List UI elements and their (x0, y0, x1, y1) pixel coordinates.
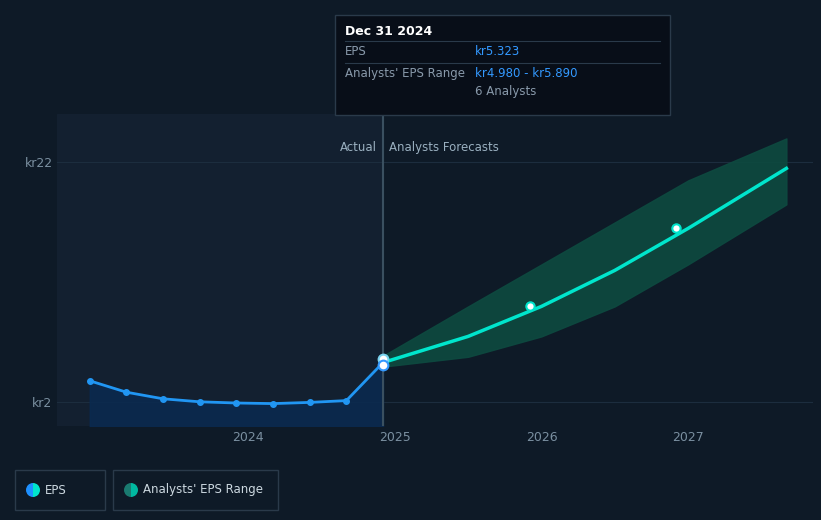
Text: Analysts' EPS Range: Analysts' EPS Range (345, 67, 465, 80)
Wedge shape (131, 483, 138, 497)
Wedge shape (124, 483, 131, 497)
Wedge shape (26, 483, 33, 497)
Wedge shape (33, 483, 40, 497)
Text: 6 Analysts: 6 Analysts (475, 85, 536, 98)
Text: EPS: EPS (45, 484, 67, 497)
FancyBboxPatch shape (335, 15, 670, 115)
Text: Dec 31 2024: Dec 31 2024 (345, 25, 432, 38)
Text: kr4.980 - kr5.890: kr4.980 - kr5.890 (475, 67, 577, 80)
FancyBboxPatch shape (15, 470, 105, 510)
Text: Actual: Actual (340, 141, 377, 154)
Text: Analysts' EPS Range: Analysts' EPS Range (143, 484, 263, 497)
Text: EPS: EPS (345, 45, 367, 58)
Text: Analysts Forecasts: Analysts Forecasts (389, 141, 499, 154)
Bar (57, 114, 383, 426)
FancyBboxPatch shape (113, 470, 278, 510)
Text: kr5.323: kr5.323 (475, 45, 521, 58)
